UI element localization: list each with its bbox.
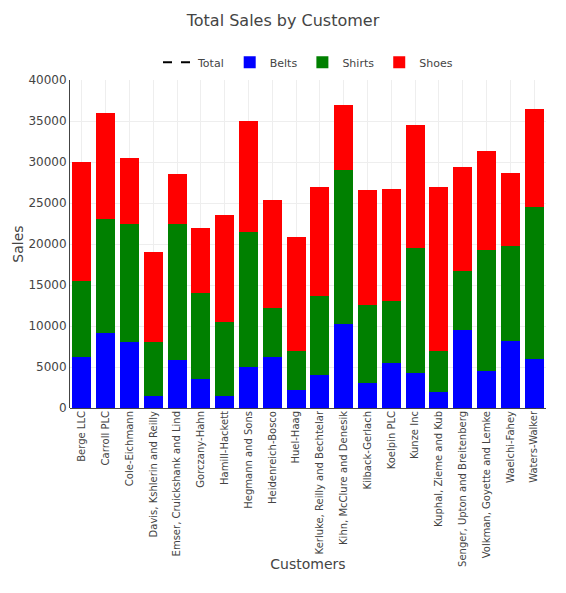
svg-text:Waters-Walker: Waters-Walker (528, 410, 539, 483)
svg-text:35000: 35000 (28, 114, 66, 128)
svg-text:Shoes: Shoes (419, 57, 452, 70)
svg-text:Hamill-Hackett: Hamill-Hackett (219, 411, 230, 485)
svg-text:Emser, Cruickshank and Lind: Emser, Cruickshank and Lind (171, 411, 182, 556)
svg-text:Hegmann and Sons: Hegmann and Sons (243, 411, 254, 509)
svg-text:Shirts: Shirts (342, 57, 374, 70)
svg-text:Cole-Eichmann: Cole-Eichmann (124, 411, 135, 486)
svg-text:25000: 25000 (28, 196, 66, 210)
svg-text:Senger, Upton and Breitenberg: Senger, Upton and Breitenberg (457, 411, 468, 567)
svg-text:Waelchi-Fahey: Waelchi-Fahey (505, 411, 516, 483)
svg-text:Berge LLC: Berge LLC (76, 411, 87, 462)
svg-text:15000: 15000 (28, 278, 66, 292)
svg-text:Total: Total (197, 57, 224, 70)
svg-text:Volkman, Goyette and Lemke: Volkman, Goyette and Lemke (481, 411, 492, 558)
svg-text:Koelpin PLC: Koelpin PLC (386, 411, 397, 469)
svg-text:10000: 10000 (28, 319, 66, 333)
svg-text:Kuphal, Zieme and Kub: Kuphal, Zieme and Kub (433, 411, 444, 527)
svg-text:30000: 30000 (28, 155, 66, 169)
svg-text:0: 0 (59, 401, 67, 415)
svg-text:Kihn, McClure and Denesik: Kihn, McClure and Denesik (338, 411, 349, 545)
svg-text:Carroll PLC: Carroll PLC (100, 411, 111, 465)
svg-text:Heidenreich-Bosco: Heidenreich-Bosco (267, 411, 278, 504)
svg-text:Huel-Haag: Huel-Haag (290, 411, 301, 464)
svg-text:Total Sales by Customer: Total Sales by Customer (186, 11, 380, 30)
svg-text:Sales: Sales (10, 225, 26, 262)
svg-text:Kilback-Gerlach: Kilback-Gerlach (362, 411, 373, 490)
svg-text:Gorczany-Hahn: Gorczany-Hahn (195, 411, 206, 488)
svg-text:Customers: Customers (270, 556, 345, 572)
svg-text:Davis, Kshlerin and Reilly: Davis, Kshlerin and Reilly (148, 411, 159, 538)
svg-text:40000: 40000 (28, 73, 66, 87)
svg-text:5000: 5000 (36, 360, 67, 374)
svg-text:Kerluke, Reilly and Bechtelar: Kerluke, Reilly and Bechtelar (314, 410, 325, 554)
svg-text:20000: 20000 (28, 237, 66, 251)
svg-text:Belts: Belts (270, 57, 298, 70)
svg-text:Kunze Inc: Kunze Inc (409, 411, 420, 459)
